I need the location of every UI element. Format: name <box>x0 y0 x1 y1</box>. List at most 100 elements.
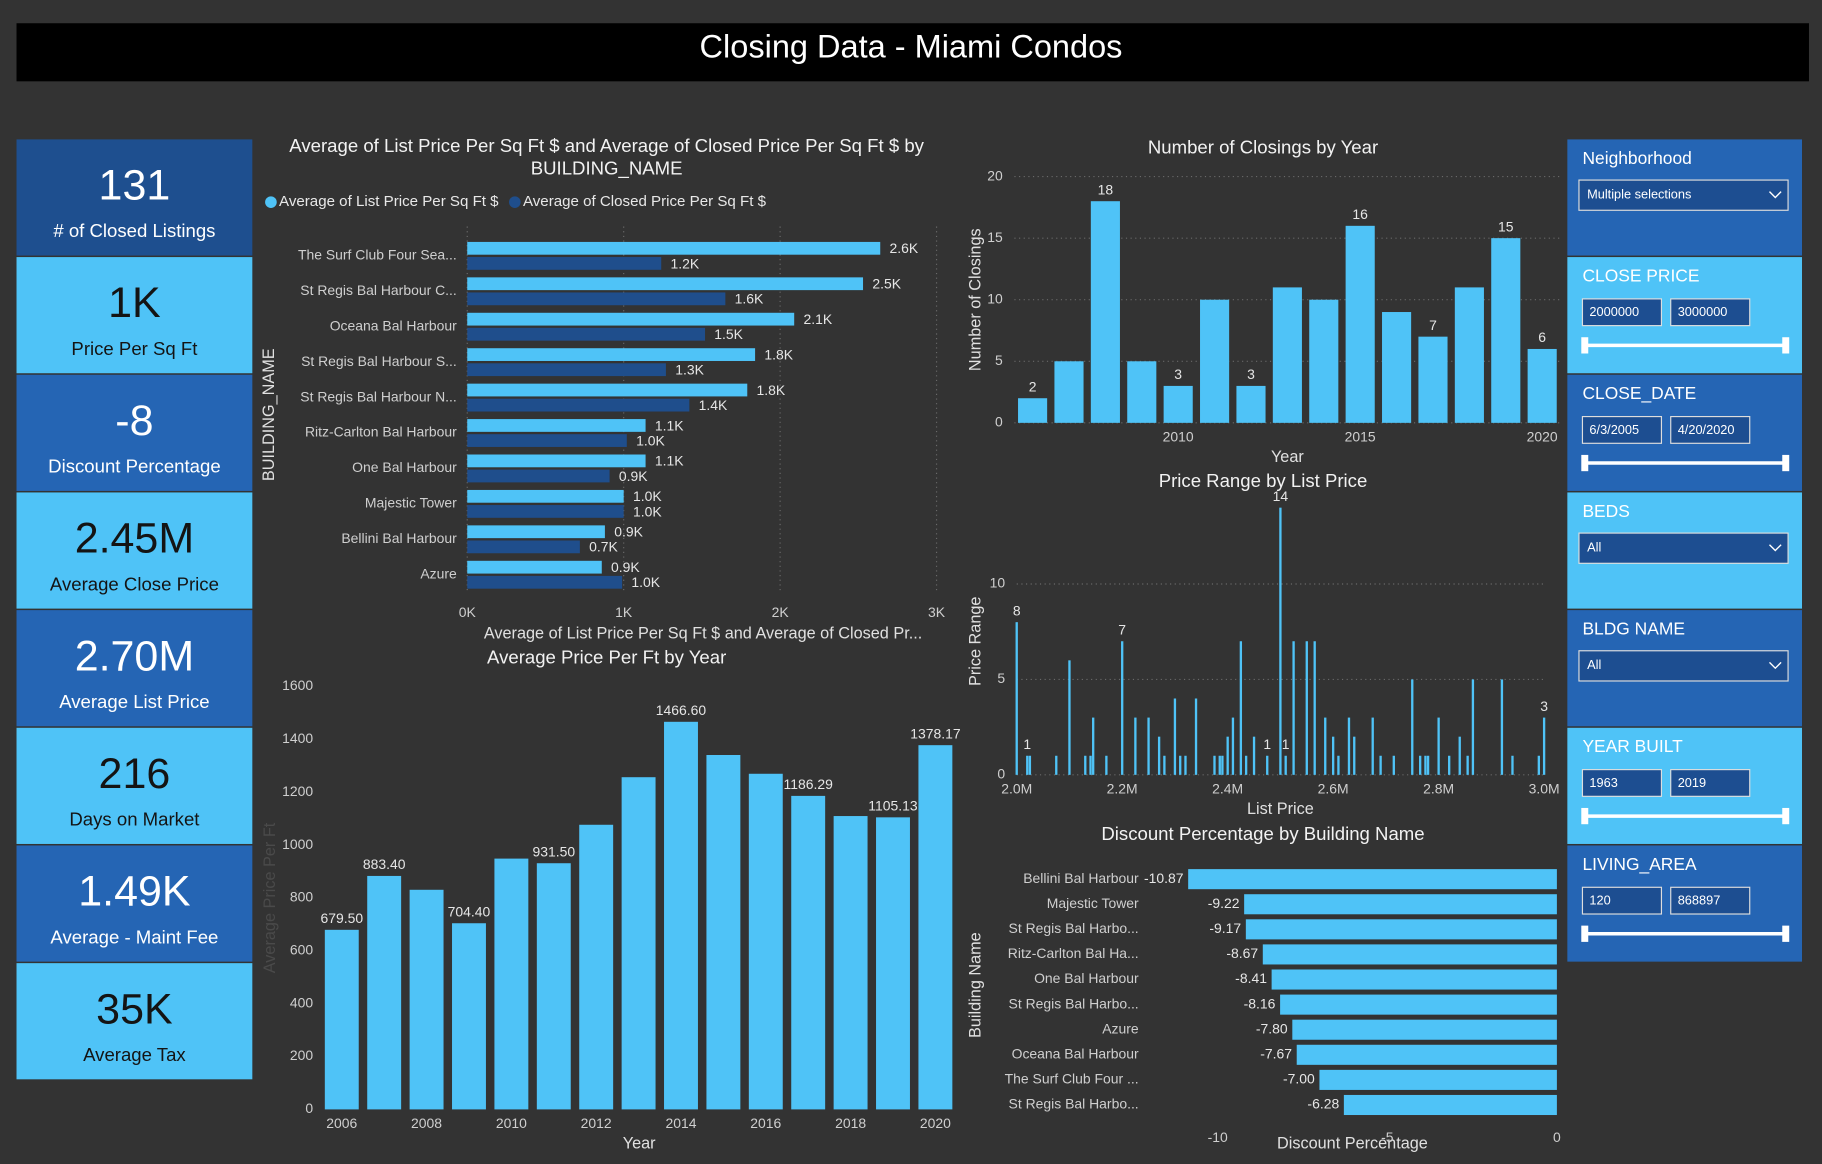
y-tick-label: 15 <box>987 229 1003 245</box>
bar <box>467 383 748 397</box>
x-tick-label: 2006 <box>326 1115 357 1131</box>
dropdown-chevron <box>1768 544 1782 552</box>
bar <box>1437 717 1440 775</box>
x-axis-label: Discount Percentage <box>1277 1135 1428 1153</box>
range-input[interactable] <box>1670 298 1751 327</box>
bar <box>1319 1069 1557 1090</box>
bar <box>1231 717 1235 775</box>
bar <box>467 398 690 412</box>
bar <box>1244 755 1248 775</box>
bar <box>1218 755 1221 775</box>
chart-title: Average of List Price Per Sq Ft $ and Av… <box>289 137 924 179</box>
data-label: -7.67 <box>1260 1045 1292 1061</box>
data-label: 6 <box>1538 329 1546 345</box>
bar <box>467 505 624 518</box>
range-input[interactable] <box>1670 886 1751 915</box>
bar <box>1419 755 1422 775</box>
kpi-label: Days on Market <box>69 809 200 830</box>
bar <box>1015 622 1018 775</box>
filter-label: BLDG NAME <box>1582 618 1685 638</box>
bar <box>1244 894 1557 915</box>
bar <box>1127 361 1157 423</box>
bar <box>1382 312 1412 423</box>
dropdown[interactable] <box>1578 650 1789 682</box>
bar <box>1347 717 1351 775</box>
y-tick-label: St Regis Bal Harbo... <box>1009 920 1139 936</box>
y-tick-label: Majestic Tower <box>365 495 457 511</box>
data-label: -8.67 <box>1226 945 1258 961</box>
range-input[interactable] <box>1581 415 1663 444</box>
slider-handle[interactable] <box>1581 454 1589 472</box>
kpi-card <box>16 492 253 609</box>
chart-title: Number of Closings by Year <box>1148 137 1378 158</box>
data-label: 1.0K <box>636 432 665 448</box>
dropdown[interactable] <box>1578 179 1789 211</box>
data-label: 1.8K <box>764 346 793 362</box>
bar <box>621 777 656 1110</box>
y-tick-label: 0 <box>995 414 1003 430</box>
x-tick-label: 2018 <box>835 1115 866 1131</box>
slider-handle[interactable] <box>1782 454 1790 472</box>
y-tick-label: St Regis Bal Harbo... <box>1009 995 1139 1011</box>
y-tick-label: 1200 <box>282 783 313 799</box>
bar <box>1163 385 1193 423</box>
dropdown-value: All <box>1587 540 1601 555</box>
slider-handle[interactable] <box>1782 337 1790 354</box>
kpi-label: Discount Percentage <box>48 456 220 477</box>
bar <box>1157 736 1161 775</box>
data-label: 1 <box>1282 736 1290 752</box>
data-label: -6.28 <box>1307 1096 1339 1112</box>
data-label: 1466.60 <box>656 702 707 718</box>
y-tick-label: Bellini Bal Harbour <box>341 530 457 546</box>
bar <box>1426 755 1430 775</box>
data-label: 1.4K <box>699 397 728 413</box>
bar <box>1511 755 1514 775</box>
y-tick-label: 5 <box>997 670 1005 686</box>
range-input[interactable] <box>1581 298 1663 327</box>
data-label: 931.50 <box>532 843 575 859</box>
bar <box>1213 755 1216 775</box>
x-tick-label: 2.8M <box>1423 781 1454 797</box>
slider-handle[interactable] <box>1581 925 1589 942</box>
bar <box>1284 755 1287 775</box>
bar <box>1090 201 1120 423</box>
x-tick-label: 2008 <box>411 1115 442 1131</box>
y-tick-label: 600 <box>290 942 314 958</box>
y-tick-label: Ritz-Carlton Bal Harbour <box>305 424 457 440</box>
bar <box>1305 641 1308 775</box>
header-bar <box>16 23 1809 82</box>
range-input[interactable] <box>1670 415 1751 444</box>
bar <box>1379 755 1382 775</box>
data-label: 883.40 <box>363 856 406 872</box>
slider-handle[interactable] <box>1581 807 1589 825</box>
dropdown[interactable] <box>1578 532 1789 564</box>
data-label: 1186.29 <box>784 776 834 792</box>
data-label: 8 <box>1013 602 1021 618</box>
kpi-label: Price Per Sq Ft <box>71 338 198 359</box>
slider-handle[interactable] <box>1782 807 1790 825</box>
data-label: 1 <box>1263 736 1271 752</box>
range-input[interactable] <box>1670 769 1751 797</box>
data-label: -9.22 <box>1208 895 1240 911</box>
bar <box>1028 755 1032 775</box>
bar <box>1491 238 1521 423</box>
y-tick-label: Majestic Tower <box>1047 895 1139 911</box>
slider-handle[interactable] <box>1581 337 1589 354</box>
bar <box>1252 736 1256 775</box>
data-label: 679.50 <box>320 910 363 926</box>
bar <box>706 754 741 1110</box>
range-value: 2019 <box>1678 775 1706 790</box>
data-label: 1.3K <box>675 362 704 378</box>
x-tick-label: 2010 <box>496 1115 527 1131</box>
bar <box>367 875 402 1110</box>
data-label: 14 <box>1273 488 1289 504</box>
data-label: 1.0K <box>631 574 660 590</box>
filter-label: YEAR BUILT <box>1582 736 1683 756</box>
y-tick-label: 10 <box>990 575 1006 591</box>
range-input[interactable] <box>1581 769 1663 797</box>
range-input[interactable] <box>1581 886 1663 915</box>
slider-handle[interactable] <box>1782 925 1790 942</box>
data-label: 0.7K <box>589 539 618 555</box>
legend-swatch <box>509 196 521 208</box>
bar <box>1105 755 1108 775</box>
